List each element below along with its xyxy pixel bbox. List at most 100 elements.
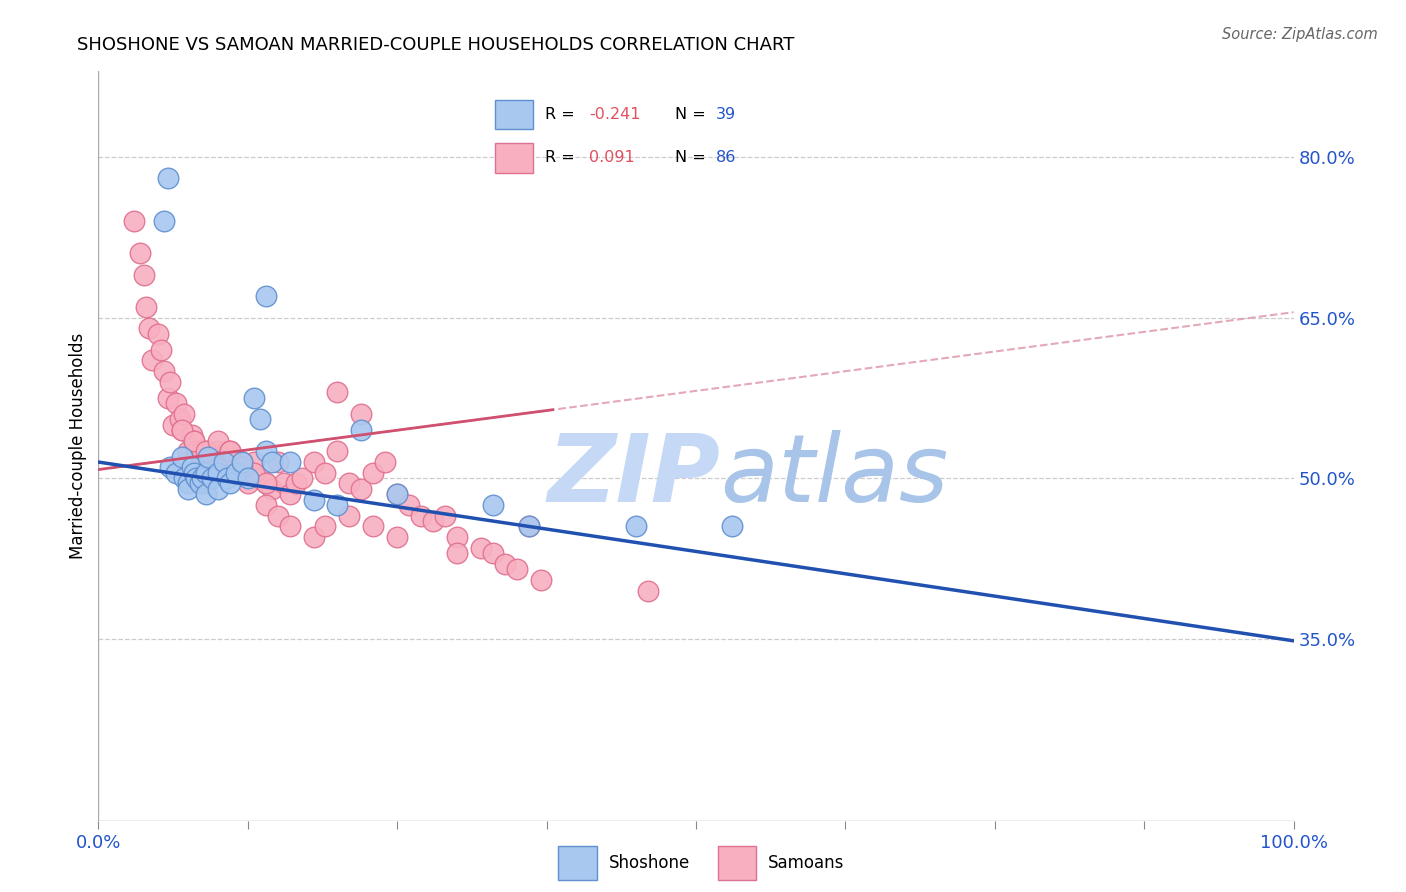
Point [284, 476, 307, 491]
Point [197, 450, 219, 464]
Point [350, 482, 373, 496]
Point [278, 487, 301, 501]
Point [177, 444, 200, 458]
Point [177, 482, 200, 496]
Point [243, 466, 266, 480]
Point [254, 444, 277, 458]
Point [212, 455, 235, 469]
Point [494, 557, 516, 571]
Point [291, 471, 314, 485]
Point [302, 530, 325, 544]
Point [236, 476, 259, 491]
Point [326, 444, 349, 458]
Point [197, 444, 219, 458]
Text: Source: ZipAtlas.com: Source: ZipAtlas.com [1222, 27, 1378, 42]
Point [278, 519, 301, 533]
Point [141, 353, 163, 368]
Point [278, 455, 301, 469]
FancyBboxPatch shape [495, 143, 533, 172]
Point [217, 444, 239, 458]
Point [249, 471, 271, 485]
Point [231, 460, 253, 475]
Point [159, 375, 181, 389]
Point [180, 428, 202, 442]
Text: SHOSHONE VS SAMOAN MARRIED-COUPLE HOUSEHOLDS CORRELATION CHART: SHOSHONE VS SAMOAN MARRIED-COUPLE HOUSEH… [77, 36, 794, 54]
Point [212, 455, 235, 469]
Point [339, 476, 361, 491]
Point [363, 466, 385, 480]
Point [350, 407, 373, 421]
Text: 39: 39 [716, 107, 737, 122]
Point [254, 289, 277, 303]
Point [411, 508, 433, 523]
Point [207, 444, 229, 458]
Point [470, 541, 492, 555]
Point [217, 471, 239, 485]
Point [180, 460, 202, 475]
Point [183, 434, 205, 448]
Point [191, 444, 214, 458]
Text: -0.241: -0.241 [589, 107, 641, 122]
Point [243, 455, 266, 469]
Point [201, 450, 224, 464]
Text: ZIP: ZIP [547, 430, 720, 522]
Point [302, 492, 325, 507]
Point [173, 407, 195, 421]
Point [129, 246, 152, 260]
Point [422, 514, 444, 528]
Point [165, 466, 187, 480]
Point [207, 482, 229, 496]
Point [374, 455, 396, 469]
Point [191, 471, 214, 485]
Text: N =: N = [675, 107, 711, 122]
Point [339, 508, 361, 523]
Point [260, 482, 283, 496]
Text: N =: N = [675, 150, 711, 165]
Point [231, 466, 253, 480]
Point [517, 519, 540, 533]
Text: R =: R = [546, 107, 581, 122]
Point [326, 498, 349, 512]
Point [148, 326, 170, 341]
Point [434, 508, 457, 523]
FancyBboxPatch shape [495, 100, 533, 129]
Point [162, 417, 184, 432]
Point [195, 476, 218, 491]
Point [124, 214, 146, 228]
Point [183, 434, 205, 448]
Point [159, 460, 181, 475]
Point [231, 455, 253, 469]
Point [721, 519, 744, 533]
Point [186, 471, 208, 485]
Y-axis label: Married-couple Households: Married-couple Households [69, 333, 87, 559]
Point [385, 487, 409, 501]
Point [183, 460, 205, 475]
Point [207, 466, 229, 480]
Point [195, 455, 218, 469]
Point [183, 466, 205, 480]
Point [156, 171, 179, 186]
Point [156, 391, 179, 405]
Point [172, 423, 194, 437]
Point [315, 519, 337, 533]
Point [446, 546, 468, 560]
Point [219, 466, 242, 480]
Point [254, 498, 277, 512]
Point [236, 471, 259, 485]
Point [201, 471, 224, 485]
Point [219, 444, 242, 458]
Point [172, 450, 194, 464]
Point [225, 466, 247, 480]
Point [626, 519, 648, 533]
Point [350, 423, 373, 437]
Point [172, 423, 194, 437]
Point [149, 343, 172, 357]
Text: Shoshone: Shoshone [609, 854, 690, 872]
Point [315, 466, 337, 480]
Point [506, 562, 529, 576]
Point [169, 412, 191, 426]
Point [219, 476, 242, 491]
Point [446, 530, 468, 544]
Point [243, 391, 266, 405]
Point [195, 444, 218, 458]
